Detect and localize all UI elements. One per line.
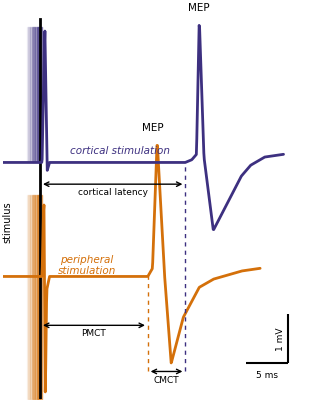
Text: 1 mV: 1 mV <box>276 327 285 351</box>
Text: MEP: MEP <box>142 122 163 132</box>
Text: cortical stimulation: cortical stimulation <box>70 146 170 156</box>
Text: peripheral
stimulation: peripheral stimulation <box>58 255 116 276</box>
Text: MEP: MEP <box>188 3 210 13</box>
Text: CMCT: CMCT <box>154 376 179 384</box>
Text: PMCT: PMCT <box>82 329 106 338</box>
Text: cortical latency: cortical latency <box>78 188 148 197</box>
Text: stimulus: stimulus <box>3 201 13 243</box>
Text: 5 ms: 5 ms <box>256 372 278 380</box>
